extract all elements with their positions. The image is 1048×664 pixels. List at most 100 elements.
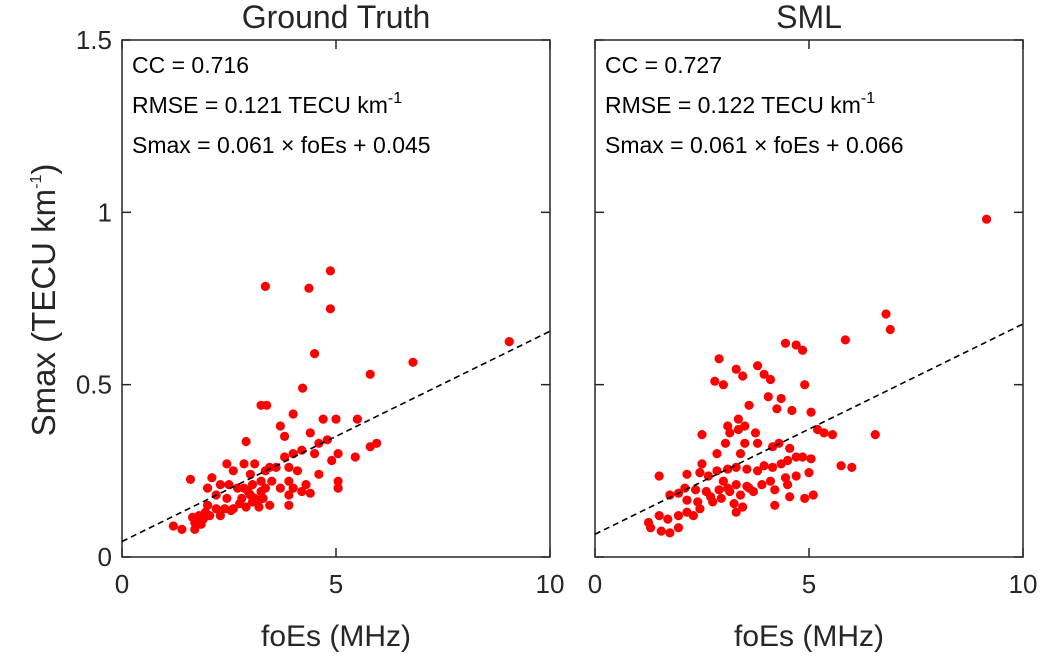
fit-line (121, 330, 551, 543)
data-point (275, 421, 285, 431)
y-tick-label: 0.5 (76, 370, 112, 400)
x-tick-label: 0 (115, 569, 129, 599)
data-point (310, 349, 320, 359)
x-ticks: 0 5 10 (115, 40, 564, 599)
data-point (768, 462, 778, 472)
annotation-rmse: RMSE = 0.122 TECU km-1 (605, 90, 875, 118)
data-point (185, 474, 196, 484)
data-point (731, 462, 741, 472)
data-point (723, 464, 733, 474)
data-point (753, 361, 763, 371)
data-point (673, 523, 684, 533)
data-point (350, 452, 360, 462)
data-point (663, 514, 673, 524)
data-point (207, 473, 217, 483)
data-point (688, 510, 699, 521)
x-tick-label: 0 (588, 569, 602, 599)
y-tick-label: 1.5 (76, 25, 112, 55)
data-point (284, 500, 294, 510)
data-point (239, 459, 249, 469)
data-point (680, 483, 690, 493)
data-point (770, 500, 780, 510)
data-point (772, 404, 782, 414)
data-point (708, 497, 718, 507)
data-point (365, 442, 375, 452)
data-point (750, 428, 761, 438)
data-point (791, 340, 801, 350)
y-axis-label: Smax (TECU km-1) (25, 164, 62, 437)
data-point (776, 459, 786, 469)
data-point (791, 452, 801, 462)
x-ticks: 0 5 10 (588, 40, 1038, 599)
scatter-series (168, 266, 514, 535)
data-point (241, 436, 251, 447)
data-point (228, 466, 238, 476)
data-point (765, 374, 776, 385)
data-point (783, 480, 793, 490)
y-tick-label: 1 (98, 197, 112, 227)
data-point (215, 510, 225, 521)
data-point (731, 480, 741, 490)
data-point (250, 459, 260, 469)
data-point (733, 424, 744, 435)
panel-title: Ground Truth (242, 0, 431, 35)
x-tick-label: 5 (329, 569, 343, 599)
data-point (740, 438, 750, 448)
panel-ground-truth: Ground Truth CC = 0.716 RMSE = 0.121 TEC… (76, 0, 565, 653)
data-point (697, 430, 707, 440)
data-point (314, 469, 324, 479)
data-point (780, 338, 791, 348)
data-point (723, 421, 733, 431)
data-point (819, 428, 829, 438)
data-point (798, 345, 808, 355)
annotation-rmse-sup: -1 (388, 90, 402, 107)
x-tick-label: 10 (1009, 569, 1038, 599)
y-tick-label: 0 (98, 542, 112, 572)
data-point (228, 504, 238, 514)
annotation-rmse: RMSE = 0.121 TECU km-1 (132, 90, 402, 118)
data-point (673, 510, 684, 521)
x-axis-label: foEs (MHz) (261, 620, 411, 653)
data-point (247, 480, 258, 490)
data-point (280, 431, 290, 441)
data-point (731, 364, 741, 374)
panel-title: SML (776, 0, 842, 35)
data-point (288, 483, 298, 493)
data-point (314, 438, 324, 448)
data-point (742, 464, 752, 474)
data-point (280, 452, 290, 462)
scatter-series (643, 214, 992, 538)
data-point (233, 483, 243, 493)
data-point (744, 483, 754, 493)
panel-sml: SML CC = 0.727 RMSE = 0.122 TECU km-1 Sm… (588, 0, 1038, 653)
data-point (735, 449, 746, 459)
data-point (840, 335, 851, 345)
data-point (365, 369, 375, 379)
data-point (808, 490, 818, 500)
data-point (245, 469, 255, 479)
data-point (703, 471, 714, 481)
data-point (254, 502, 264, 512)
fit-line (594, 323, 1024, 535)
data-point (267, 476, 277, 486)
data-point (408, 357, 418, 367)
data-point (215, 480, 225, 490)
data-point (318, 414, 328, 424)
data-point (827, 430, 838, 440)
data-point (725, 428, 735, 438)
data-point (665, 490, 675, 500)
data-point (763, 392, 773, 402)
data-point (768, 442, 778, 452)
data-point (753, 438, 763, 448)
data-point (203, 483, 213, 493)
data-point (791, 471, 801, 481)
data-point (836, 461, 846, 471)
data-point (712, 449, 722, 459)
data-point (262, 400, 272, 410)
data-point (177, 524, 187, 535)
y-axis-label-close: ) (25, 164, 62, 175)
data-point (720, 438, 731, 448)
data-point (729, 499, 739, 509)
data-point (881, 309, 891, 319)
data-point (284, 490, 294, 500)
